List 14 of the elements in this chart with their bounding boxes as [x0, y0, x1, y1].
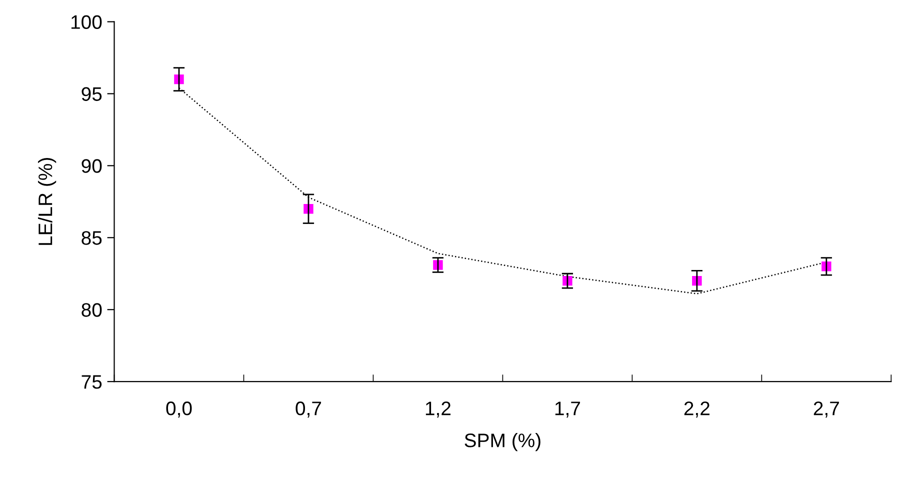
- y-tick-label: 95: [82, 87, 102, 101]
- x-axis-title: SPM (%): [464, 433, 540, 452]
- x-tick-label: 0,7: [296, 402, 322, 418]
- x-tick-label: 1,2: [426, 402, 450, 418]
- y-tick-label: 75: [82, 375, 102, 389]
- x-tick-label: 0,0: [166, 402, 192, 418]
- x-tick-label: 1,7: [555, 402, 580, 418]
- y-tick-label: 100: [71, 15, 102, 29]
- y-tick-label: 85: [82, 231, 102, 245]
- x-tick-label: 2,2: [684, 402, 710, 418]
- y-tick-label: 90: [82, 159, 102, 173]
- y-axis-title: LE/LR (%): [38, 158, 56, 245]
- y-tick-label: 80: [82, 303, 102, 317]
- x-tick-label: 2,7: [814, 402, 839, 418]
